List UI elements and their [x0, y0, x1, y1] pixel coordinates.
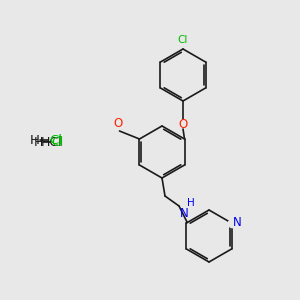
Text: N: N [180, 207, 189, 220]
Text: H: H [33, 136, 43, 148]
Text: H: H [30, 134, 40, 146]
Text: Cl: Cl [51, 136, 63, 148]
Text: O: O [114, 117, 123, 130]
Text: Cl: Cl [50, 134, 62, 146]
Text: H: H [187, 198, 195, 208]
Text: N: N [232, 217, 241, 230]
Text: HCl: HCl [41, 136, 63, 148]
Text: O: O [178, 118, 188, 130]
Text: Cl: Cl [178, 35, 188, 45]
